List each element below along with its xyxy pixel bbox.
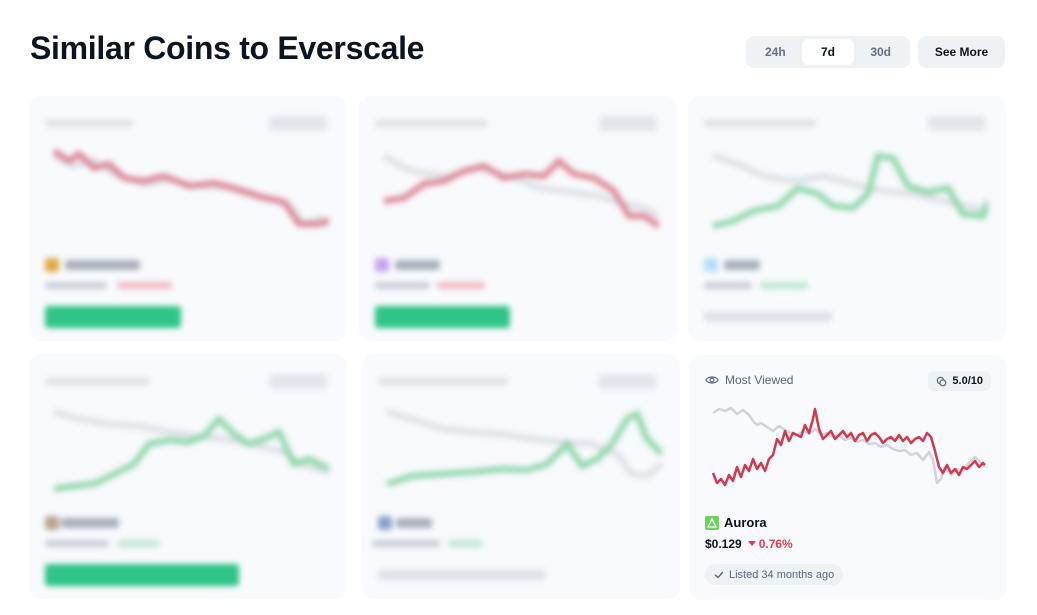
coin-name: Aurora bbox=[724, 515, 767, 530]
coin-identity[interactable]: Aurora bbox=[705, 515, 767, 530]
sparkline-chart bbox=[52, 148, 329, 229]
time-range-switch: 24h 7d 30d bbox=[746, 36, 910, 68]
similar-coin-card-blurred[interactable] bbox=[688, 96, 1006, 341]
similar-coin-card-blurred[interactable] bbox=[362, 354, 680, 599]
most-viewed-text: Most Viewed bbox=[725, 373, 794, 387]
listed-badge: Listed 34 months ago bbox=[705, 564, 844, 585]
check-icon bbox=[714, 571, 724, 578]
sparkline-chart bbox=[382, 153, 659, 229]
coins-icon bbox=[937, 376, 947, 386]
most-viewed-label: Most Viewed bbox=[705, 373, 793, 387]
range-tab-7d[interactable]: 7d bbox=[801, 39, 855, 65]
similar-coin-card-blurred[interactable] bbox=[29, 96, 347, 341]
sparkline-chart bbox=[712, 152, 988, 229]
eye-icon bbox=[705, 376, 719, 384]
see-more-button[interactable]: See More bbox=[918, 36, 1005, 68]
listed-text: Listed 34 months ago bbox=[729, 568, 835, 581]
price-change: 0.76% bbox=[747, 537, 793, 551]
price-row: $0.129 0.76% bbox=[705, 537, 793, 551]
similar-coin-card-blurred[interactable] bbox=[29, 354, 347, 599]
price-change-value: 0.76% bbox=[758, 537, 793, 551]
range-tab-30d[interactable]: 30d bbox=[870, 45, 892, 59]
similar-coin-card-blurred[interactable] bbox=[359, 96, 677, 341]
price-sparkline-chart bbox=[711, 406, 986, 487]
range-tab-24h[interactable]: 24h bbox=[764, 45, 786, 59]
sparkline-chart bbox=[53, 409, 329, 492]
score-value: 5.0/10 bbox=[952, 375, 983, 387]
sparkline-chart bbox=[386, 409, 662, 487]
caret-down-icon bbox=[747, 541, 756, 546]
score-badge: 5.0/10 bbox=[928, 371, 991, 391]
most-viewed-coin-card[interactable]: Most Viewed 5.0/10 Aurora $0.129 0.76% L… bbox=[689, 355, 1007, 600]
aurora-triangle-icon bbox=[705, 515, 719, 530]
page-title: Similar Coins to Everscale bbox=[30, 30, 425, 66]
coin-price: $0.129 bbox=[705, 537, 742, 551]
